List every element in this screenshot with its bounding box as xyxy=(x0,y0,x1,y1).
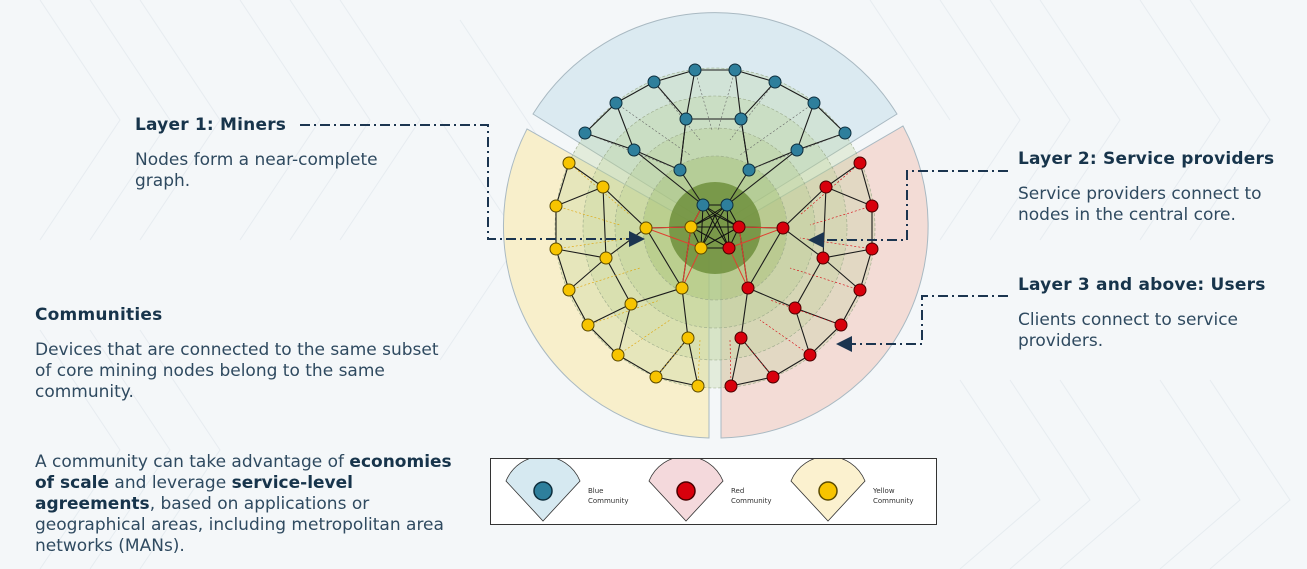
layer3-connector xyxy=(836,295,1008,352)
connector-lines xyxy=(300,124,1008,352)
layer1-block: Layer 1: Miners Nodes form a near-comple… xyxy=(135,115,435,192)
community-benefits-block: A community can take advantage of econom… xyxy=(35,452,455,557)
legend-yellow-line1: Yellow xyxy=(873,487,895,495)
layer1-description: Nodes form a near-complete graph. xyxy=(135,150,378,191)
red-nodes xyxy=(722,156,879,393)
legend-red-icon xyxy=(648,459,724,522)
legend-blue-label: Blue Community xyxy=(588,486,629,506)
benefits-text-part1: A community can take advantage of xyxy=(35,452,350,472)
benefits-text-part3: , based on applications or geographical … xyxy=(35,494,444,556)
benefits-bold-sla: service-level agreements xyxy=(35,473,353,514)
layer1-connector xyxy=(300,124,645,247)
legend-blue-line2: Community xyxy=(588,497,629,505)
communities-block: Communities Devices that are connected t… xyxy=(35,305,455,403)
legend-yellow-line2: Community xyxy=(873,497,914,505)
communities-title: Communities xyxy=(35,305,163,325)
red-dashed-links xyxy=(729,162,873,387)
benefits-text-part2: and leverage xyxy=(109,473,232,493)
legend-blue-line1: Blue xyxy=(588,487,604,495)
layer3-title: Layer 3 and above: Users xyxy=(1018,275,1266,295)
blue-dashed-links xyxy=(584,69,846,171)
community-legend: Blue Community Red Community Yellow Comm… xyxy=(490,458,937,525)
legend-yellow-icon xyxy=(790,459,866,522)
layer3-block: Layer 3 and above: Users Clients connect… xyxy=(1018,275,1303,352)
legend-blue-icon xyxy=(505,459,581,522)
legend-red-line1: Red xyxy=(731,487,745,495)
yellow-nodes xyxy=(549,156,708,393)
benefits-bold-economies: economies of scale xyxy=(35,452,452,493)
community-benefits-text: A community can take advantage of econom… xyxy=(35,452,455,557)
layer2-title: Layer 2: Service providers xyxy=(1018,149,1275,169)
communities-description: Devices that are connected to the same s… xyxy=(35,340,439,402)
layer3-description: Clients connect to service providers. xyxy=(1018,310,1239,351)
provider-core-links xyxy=(645,204,784,289)
blue-nodes xyxy=(578,63,852,212)
blue-community-sector xyxy=(532,12,898,228)
legend-yellow-label: Yellow Community xyxy=(873,486,914,506)
layer2-description: Service providers connect to nodes in th… xyxy=(1018,184,1262,225)
legend-red-label: Red Community xyxy=(731,486,772,506)
legend-red-line2: Community xyxy=(731,497,772,505)
layer1-title: Layer 1: Miners xyxy=(135,115,287,135)
layer2-connector xyxy=(808,170,1008,248)
layer2-block: Layer 2: Service providers Service provi… xyxy=(1018,149,1303,226)
